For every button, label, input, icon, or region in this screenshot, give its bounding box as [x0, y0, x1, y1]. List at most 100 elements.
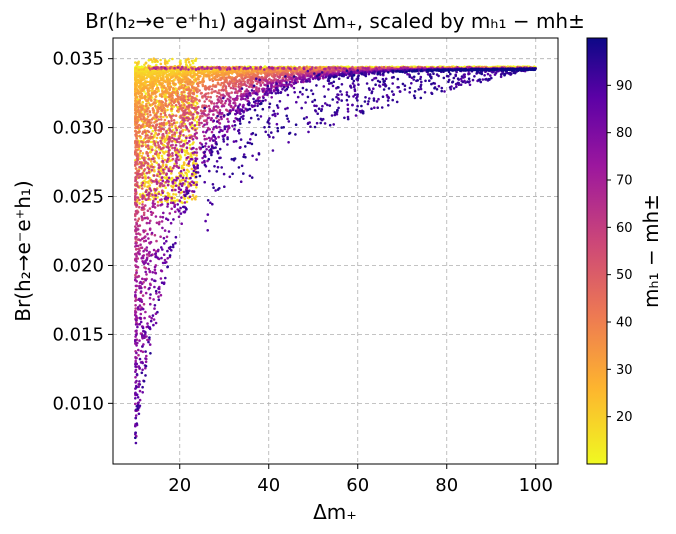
scatter-point — [150, 163, 154, 166]
scatter-point — [180, 166, 184, 170]
scatter-point — [156, 204, 160, 207]
scatter-point — [177, 184, 180, 187]
scatter-point — [140, 96, 144, 100]
scatter-point — [185, 116, 188, 119]
scatter-point — [135, 212, 139, 215]
scatter-point — [148, 68, 152, 71]
scatter-point — [160, 141, 163, 145]
scatter-point — [172, 119, 176, 122]
scatter-point — [151, 107, 155, 110]
scatter-point — [182, 86, 185, 90]
scatter-point — [187, 98, 190, 102]
scatter-point — [159, 82, 163, 86]
scatter-point — [188, 80, 192, 83]
scatter-point — [135, 121, 138, 124]
scatter-point — [136, 196, 140, 199]
scatter-point — [213, 85, 217, 88]
scatter-point — [163, 137, 166, 141]
scatter-point — [184, 139, 188, 142]
scatter-point — [161, 184, 165, 188]
scatter-point — [176, 92, 179, 95]
scatter-point — [193, 196, 196, 199]
scatter-point — [178, 104, 182, 108]
scatter-point — [186, 168, 189, 172]
scatter-point — [150, 99, 153, 102]
scatter-point — [150, 89, 154, 93]
scatter-point — [155, 63, 158, 67]
scatter-point — [199, 115, 202, 118]
scatter-point — [165, 176, 168, 179]
scatter-point — [155, 161, 158, 165]
scatter-point — [156, 86, 160, 90]
scatter-point — [168, 128, 172, 131]
scatter-point — [163, 111, 167, 115]
scatter-point — [154, 98, 157, 101]
scatter-point — [164, 113, 167, 117]
scatter-point — [180, 124, 184, 127]
scatter-point — [230, 91, 233, 94]
scatter-point — [147, 136, 150, 140]
scatter-point — [265, 74, 269, 78]
scatter-point — [182, 134, 185, 137]
scatter-point — [137, 108, 140, 112]
scatter-point — [224, 80, 227, 83]
scatter-point — [163, 118, 167, 122]
scatter-point — [237, 85, 240, 88]
scatter-point — [156, 174, 159, 177]
scatter-point — [154, 95, 158, 98]
scatter-point — [318, 66, 322, 69]
scatter-point — [182, 174, 185, 177]
scatter-point — [276, 75, 279, 78]
scatter-point — [229, 86, 233, 90]
scatter-point — [167, 103, 171, 106]
scatter-point — [134, 87, 137, 90]
scatter-point — [143, 159, 146, 162]
scatter-point — [220, 72, 224, 75]
scatter-point — [207, 74, 211, 78]
scatter-point — [170, 125, 174, 128]
chart-title: Br(h₂→e⁻e⁺h₁) against Δm₊, scaled by mₕ₁… — [85, 9, 585, 33]
scatter-point — [215, 66, 218, 70]
scatter-point — [136, 125, 139, 128]
scatter-point — [207, 104, 211, 108]
scatter-point — [234, 88, 237, 91]
scatter-point — [140, 83, 144, 86]
scatter-point — [227, 92, 231, 95]
scatter-point — [142, 164, 146, 167]
scatter-point — [134, 190, 138, 193]
scatter-point — [135, 141, 139, 145]
scatter-point — [158, 93, 162, 96]
scatter-point — [215, 95, 219, 98]
scatter-point — [192, 113, 195, 116]
scatter-point — [146, 154, 150, 157]
scatter-point — [147, 157, 150, 161]
scatter-point — [207, 92, 210, 95]
scatter-point — [141, 152, 145, 155]
scatter-point — [185, 88, 189, 92]
scatter-point — [155, 150, 158, 153]
scatter-point — [149, 140, 153, 144]
scatter-point — [168, 95, 171, 98]
scatter-point — [227, 76, 231, 79]
scatter-point — [187, 60, 191, 64]
scatter-point — [187, 129, 191, 133]
scatter-point — [174, 181, 177, 185]
scatter-point — [156, 196, 159, 199]
scatter-point — [161, 163, 165, 167]
scatter-point — [190, 59, 194, 63]
scatter-point — [189, 63, 192, 67]
scatter-point — [190, 95, 194, 99]
scatter-point — [143, 63, 146, 67]
scatter-point — [174, 103, 178, 107]
scatter-point — [183, 99, 186, 102]
scatter-point — [205, 97, 208, 101]
scatter-point — [149, 58, 153, 61]
scatter-point — [134, 201, 137, 204]
scatter-point — [245, 84, 248, 87]
scatter-point — [134, 146, 137, 149]
scatter-point — [135, 95, 139, 99]
scatter-point — [192, 107, 196, 110]
scatter-point — [167, 146, 170, 150]
scatter-point — [157, 132, 161, 136]
scatter-point — [231, 82, 234, 85]
